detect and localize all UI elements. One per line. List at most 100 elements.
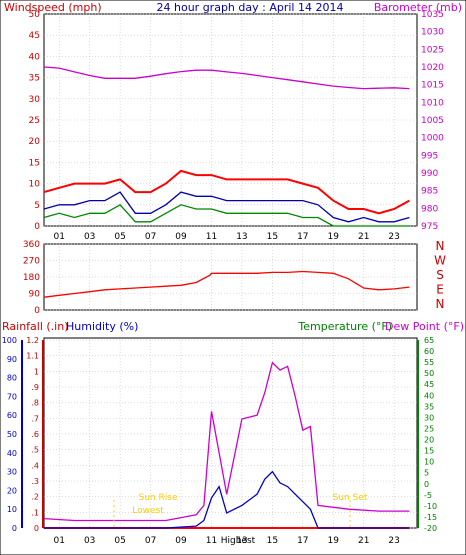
direction-panel-marks — [43, 270, 410, 298]
highest-label: Highest — [221, 536, 256, 546]
temperature-axis-title: Temperature (°F) — [297, 320, 392, 333]
x-tick-label: 13 — [236, 536, 247, 546]
x-tick-label: 15 — [267, 232, 278, 242]
humidity-axis-title: Humidity (%) — [66, 320, 138, 333]
x-tick-label: 11 — [206, 536, 217, 546]
x-tick-label: 23 — [388, 536, 399, 546]
rain-humidity-panel-grid — [44, 339, 417, 529]
barometer-tick-label: 1015 — [421, 81, 444, 91]
barometer-tick-label: 1005 — [421, 116, 444, 126]
humidity-tick-label: 100 — [2, 336, 17, 345]
sun-set-label: Sun Set — [333, 493, 368, 503]
rainfall-tick-label: 1.1 — [26, 352, 39, 361]
temperature-tick-label: -5 — [424, 491, 432, 500]
rainfall-tick-label: .3 — [31, 477, 39, 486]
x-tick-label: 05 — [114, 232, 125, 242]
wind-panel-marks — [43, 66, 410, 227]
rainfall-tick-label: .9 — [31, 383, 39, 392]
x-tick-label: 05 — [114, 536, 125, 546]
rainfall-tick-label: .6 — [31, 430, 39, 439]
x-tick-label: 21 — [358, 232, 369, 242]
temperature-tick-label: -20 — [424, 524, 437, 533]
barometer-tick-label: 980 — [421, 204, 438, 214]
barometer-tick-label: 1010 — [421, 98, 444, 108]
rainfall-tick-label: .7 — [31, 414, 39, 423]
barometer-tick-label: 985 — [421, 187, 438, 197]
windspeed-tick-label: 45 — [29, 31, 40, 41]
direction-tick-label: 360 — [23, 240, 40, 250]
sun-rise-label: Sun Rise — [139, 493, 178, 503]
temperature-tick-label: 65 — [424, 336, 434, 345]
x-tick-label: 19 — [328, 232, 340, 242]
humidity-tick-label: 60 — [7, 411, 17, 420]
humidity-tick-label: 0 — [12, 524, 17, 533]
windspeed-tick-label: 5 — [34, 201, 40, 211]
compass-label: S — [436, 268, 444, 282]
rain-humidity-panel-marks — [43, 361, 410, 529]
compass-label: W — [434, 254, 446, 268]
rainfall-tick-label: 0 — [34, 524, 39, 533]
x-tick-label: 09 — [175, 232, 187, 242]
x-tick-label: 03 — [84, 536, 95, 546]
direction-tick-label: 180 — [23, 273, 40, 283]
wind-direction-series — [43, 270, 410, 298]
temperature-tick-label: 30 — [424, 413, 434, 422]
rainfall-tick-label: 1.2 — [26, 336, 39, 345]
humidity-tick-labels: 0 10 20 30 40 50 60 70 80 90 100 — [2, 336, 17, 533]
barometer-series — [43, 66, 410, 90]
temperature-tick-label: -10 — [424, 502, 437, 511]
temperature-tick-label: 10 — [424, 458, 434, 467]
temperature-tick-label: 60 — [424, 347, 434, 356]
x-tick-label: 11 — [206, 232, 217, 242]
lowest-label: Lowest — [132, 506, 164, 516]
wind-gust-series — [43, 191, 410, 223]
wind-panel-grid — [44, 13, 417, 227]
windspeed-tick-labels: 0 5 10 15 20 25 30 35 40 45 50 — [29, 10, 41, 232]
windspeed-tick-label: 20 — [29, 137, 41, 147]
x-tick-label: 01 — [53, 232, 64, 242]
humidity-tick-label: 10 — [7, 505, 17, 514]
humidity-series — [44, 470, 410, 529]
temperature-tick-label: 55 — [424, 358, 434, 367]
humidity-tick-label: 20 — [7, 486, 17, 495]
windspeed-tick-label: 0 — [34, 222, 40, 232]
barometer-axis-title: Barometer (mb) — [374, 1, 462, 14]
wind-avg-series — [43, 169, 410, 215]
rainfall-tick-label: .4 — [31, 461, 39, 470]
barometer-tick-label: 1020 — [421, 63, 444, 73]
x-tick-label: 19 — [328, 536, 340, 546]
windspeed-tick-label: 15 — [29, 158, 40, 168]
barometer-tick-label: 1025 — [421, 45, 444, 55]
windspeed-tick-label: 10 — [29, 180, 41, 190]
windspeed-tick-label: 30 — [29, 95, 41, 105]
x-tick-label: 17 — [297, 536, 308, 546]
humidity-tick-label: 80 — [7, 374, 17, 383]
barometer-tick-label: 1000 — [421, 134, 444, 144]
rainfall-tick-labels: 0 .1 .2 .3 .4 .5 .6 .7 .8 .9 1 1.1 1.2 — [26, 336, 39, 533]
temperature-tick-label: 5 — [424, 469, 429, 478]
temperature-tick-label: 20 — [424, 436, 434, 445]
direction-tick-labels: 0 90 180 270 360 — [23, 240, 40, 316]
compass-label: N — [436, 297, 445, 311]
dewpoint-series — [43, 361, 410, 522]
barometer-tick-label: 1030 — [421, 28, 444, 38]
x-tick-label: 07 — [145, 536, 156, 546]
temperature-tick-label: 35 — [424, 402, 434, 411]
chart-title: 24 hour graph day : April 14 2014 — [157, 1, 344, 14]
x-tick-label: 23 — [388, 232, 399, 242]
windspeed-tick-label: 35 — [29, 74, 40, 84]
direction-tick-label: 0 — [34, 306, 40, 316]
rainfall-tick-label: .1 — [31, 508, 39, 517]
wind-dir-series — [43, 203, 410, 227]
x-tick-label: 15 — [267, 536, 278, 546]
x-tick-label: 07 — [145, 232, 156, 242]
temperature-tick-label: 0 — [424, 480, 429, 489]
rainfall-axis-title: Rainfall (.in) — [2, 320, 69, 333]
rainfall-tick-label: .8 — [31, 399, 39, 408]
x-tick-label: 09 — [175, 536, 187, 546]
dewpoint-axis-title: Dew Point (°F) — [385, 320, 464, 333]
windspeed-tick-label: 25 — [29, 116, 40, 126]
